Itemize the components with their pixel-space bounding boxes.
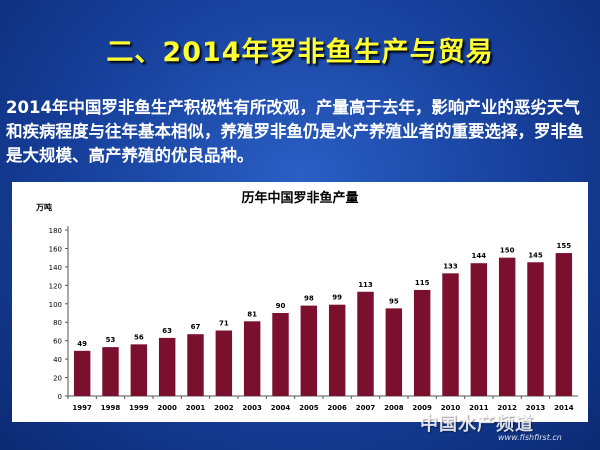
data-label-2000: 63 [162, 327, 172, 335]
y-tick-label: 180 [49, 227, 62, 235]
x-tick-label-1998: 1998 [101, 404, 121, 412]
slide-title: 二、2014年罗非鱼生产与贸易 [106, 37, 494, 68]
bars: 49 53 56 63 67 71 81 90 98 99 113 95 115 133 144 150 145… [73, 242, 573, 396]
bar-2000 [158, 337, 176, 396]
data-label-2007: 113 [358, 281, 373, 289]
watermark-logo: 中国水产频道 [420, 414, 534, 435]
y-tick-label: 140 [49, 264, 62, 272]
y-axis-label: 万吨 [35, 202, 52, 212]
y-tick-label: 40 [53, 356, 62, 364]
x-tick-label-2014: 2014 [554, 404, 574, 412]
x-tick-label-2005: 2005 [299, 404, 319, 412]
x-tick-label-2010: 2010 [441, 404, 461, 412]
chart-title: 历年中国罗非鱼产量 [241, 190, 358, 206]
chart-container: 历年中国罗非鱼产量 万吨 0 20 40 60 80 100 120 140 160 180 199… [12, 182, 588, 422]
data-label-2001: 67 [191, 323, 201, 331]
bar-2013 [527, 262, 544, 396]
data-label-1999: 56 [134, 333, 144, 341]
x-tick-label-2012: 2012 [497, 404, 517, 412]
x-tick-label-1997: 1997 [72, 404, 92, 412]
y-tick-label: 60 [53, 338, 62, 346]
data-label-2003: 81 [247, 310, 257, 318]
x-tick-label-2009: 2009 [412, 404, 432, 412]
y-tick-label: 20 [53, 375, 62, 383]
x-tick-label-2008: 2008 [384, 404, 404, 412]
data-label-2004: 90 [276, 302, 286, 310]
bar-2008 [385, 308, 403, 396]
bar-1998 [102, 347, 119, 396]
data-label-2006: 99 [332, 294, 342, 302]
bar-2014 [555, 253, 573, 396]
bar-2003 [243, 321, 261, 396]
intro-paragraph: 2014年中国罗非鱼生产积极性有所改观，产量高于去年，影响产业的恶劣天气和疾病程… [6, 98, 584, 165]
bar-2006 [328, 304, 346, 396]
bar-2004 [272, 313, 289, 396]
data-label-2005: 98 [304, 295, 314, 303]
x-tick-label-2002: 2002 [214, 404, 234, 412]
x-tick-label-2011: 2011 [469, 404, 489, 412]
y-tick-label: 80 [53, 319, 62, 327]
y-tick-label: 0 [58, 393, 62, 401]
bar-2009 [413, 289, 431, 396]
y-tick-label: 160 [49, 245, 62, 253]
data-label-2010: 133 [443, 262, 458, 270]
bar-1997 [73, 350, 91, 396]
bar-2012 [498, 257, 516, 396]
x-tick-label-2004: 2004 [271, 404, 291, 412]
x-tick-label-2006: 2006 [327, 404, 347, 412]
watermark-url: www.fishfirst.cn [498, 433, 562, 442]
axes: 0 20 40 60 80 100 120 140 160 180 1997 1998 1999 2000… [49, 226, 578, 412]
x-tick-label-2007: 2007 [356, 404, 376, 412]
data-label-2009: 115 [415, 279, 430, 287]
data-label-2008: 95 [389, 297, 399, 305]
data-label-2011: 144 [472, 252, 487, 260]
x-tick-label-2003: 2003 [242, 404, 262, 412]
x-tick-label-2013: 2013 [526, 404, 546, 412]
bar-2010 [442, 273, 459, 396]
x-tick-label-1999: 1999 [129, 404, 149, 412]
bar-2011 [470, 263, 488, 396]
bar-2005 [300, 305, 318, 396]
data-label-2013: 145 [528, 251, 543, 259]
y-tick-label: 100 [49, 301, 62, 309]
data-label-2012: 150 [500, 247, 515, 255]
x-tick-label-2000: 2000 [157, 404, 177, 412]
data-label-1997: 49 [77, 340, 87, 348]
bar-2001 [187, 334, 204, 396]
x-tick-label-2001: 2001 [186, 404, 206, 412]
data-label-1998: 53 [106, 336, 116, 344]
data-label-2002: 71 [219, 320, 229, 328]
bar-chart: 历年中国罗非鱼产量 万吨 0 20 40 60 80 100 120 140 160 180 199… [35, 190, 578, 412]
y-tick-label: 120 [49, 282, 62, 290]
data-label-2014: 155 [557, 242, 572, 250]
bar-1999 [130, 344, 148, 396]
bar-2007 [357, 291, 374, 396]
bar-2002 [215, 330, 233, 396]
